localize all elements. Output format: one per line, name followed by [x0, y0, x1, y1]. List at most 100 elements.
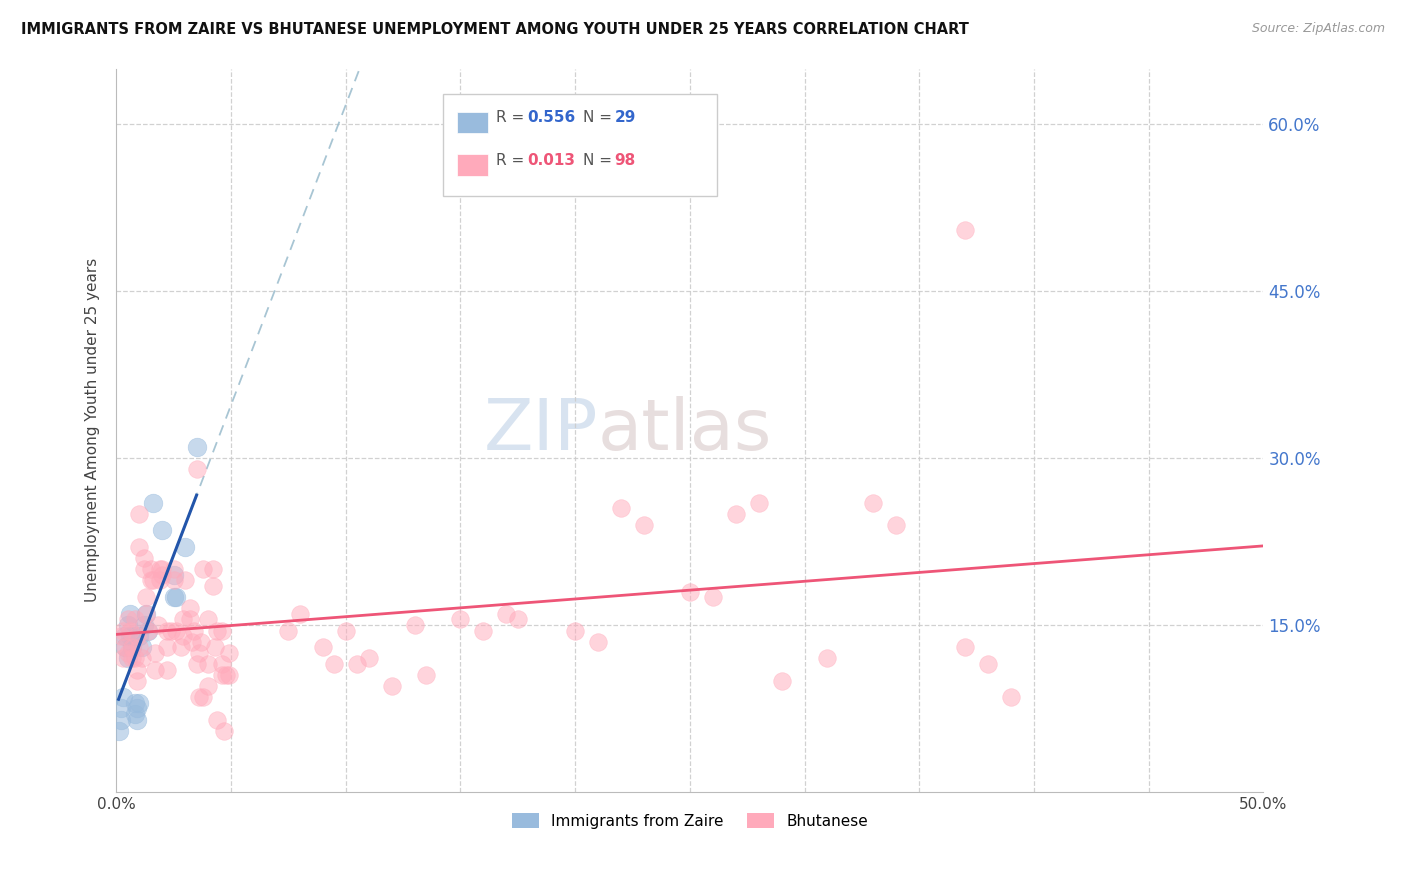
Point: [186, 440, 208, 454]
Legend: Immigrants from Zaire, Bhutanese: Immigrants from Zaire, Bhutanese: [505, 807, 875, 835]
Point: [862, 495, 884, 509]
Point: [124, 707, 146, 722]
Point: [162, 568, 184, 582]
Point: [150, 562, 173, 576]
Point: [357, 651, 380, 665]
Point: [346, 657, 368, 671]
Point: [160, 624, 183, 638]
Point: [564, 624, 586, 638]
Point: [179, 612, 201, 626]
Point: [107, 723, 129, 738]
Point: [884, 517, 907, 532]
Text: 0.556: 0.556: [527, 111, 575, 125]
Point: [128, 640, 150, 655]
Point: [449, 612, 471, 626]
Point: [187, 646, 209, 660]
Point: [953, 640, 976, 655]
Text: IMMIGRANTS FROM ZAIRE VS BHUTANESE UNEMPLOYMENT AMONG YOUTH UNDER 25 YEARS CORRE: IMMIGRANTS FROM ZAIRE VS BHUTANESE UNEMP…: [21, 22, 969, 37]
Point: [139, 562, 162, 576]
Point: [150, 568, 173, 582]
Point: [162, 574, 184, 588]
Text: atlas: atlas: [598, 396, 772, 465]
Point: [156, 640, 179, 655]
Point: [121, 651, 143, 665]
Point: [312, 640, 335, 655]
Point: [162, 590, 184, 604]
Point: [205, 624, 228, 638]
Point: [162, 562, 184, 576]
Point: [187, 690, 209, 705]
Point: [212, 723, 235, 738]
Point: [128, 629, 150, 643]
Point: [211, 668, 233, 682]
Point: [117, 646, 139, 660]
Point: [139, 574, 162, 588]
Point: [143, 663, 166, 677]
Point: [679, 584, 702, 599]
Point: [415, 668, 437, 682]
Point: [404, 618, 426, 632]
Point: [125, 663, 148, 677]
Point: [121, 640, 143, 655]
Point: [1000, 690, 1022, 705]
Point: [156, 663, 179, 677]
Point: [770, 673, 793, 688]
Point: [128, 540, 150, 554]
Point: [131, 640, 153, 655]
Point: [193, 690, 215, 705]
Point: [495, 607, 517, 621]
Point: [380, 679, 402, 693]
Point: [186, 462, 208, 476]
Point: [135, 590, 157, 604]
Point: [174, 574, 197, 588]
Point: [197, 657, 219, 671]
Point: [201, 562, 224, 576]
Point: [702, 590, 724, 604]
Point: [953, 223, 976, 237]
Point: [132, 551, 155, 566]
Point: [193, 562, 215, 576]
Point: [110, 713, 132, 727]
Point: [218, 646, 240, 660]
Point: [190, 634, 212, 648]
Point: [117, 651, 139, 665]
Point: [817, 651, 839, 665]
Point: [112, 624, 135, 638]
Point: [125, 701, 148, 715]
Point: [205, 713, 228, 727]
Point: [165, 590, 187, 604]
Point: [323, 657, 346, 671]
Point: [117, 612, 139, 626]
Point: [135, 607, 157, 621]
Point: [138, 624, 160, 638]
Text: R =: R =: [496, 111, 530, 125]
Point: [172, 629, 194, 643]
Point: [211, 624, 233, 638]
Point: [165, 624, 187, 638]
Point: [124, 612, 146, 626]
Point: [586, 634, 609, 648]
Point: [149, 562, 172, 576]
Text: 0.013: 0.013: [527, 153, 575, 168]
Point: [124, 651, 146, 665]
Text: 98: 98: [614, 153, 636, 168]
Point: [112, 651, 135, 665]
Point: [201, 579, 224, 593]
Point: [125, 673, 148, 688]
Y-axis label: Unemployment Among Youth under 25 years: Unemployment Among Youth under 25 years: [86, 258, 100, 602]
Point: [121, 629, 143, 643]
Point: [128, 507, 150, 521]
Point: [114, 640, 136, 655]
Point: [114, 640, 136, 655]
Point: [724, 507, 747, 521]
Point: [215, 668, 238, 682]
Point: [181, 634, 204, 648]
Text: 29: 29: [614, 111, 636, 125]
Point: [169, 640, 191, 655]
Point: [149, 574, 172, 588]
Point: [138, 624, 160, 638]
Point: [110, 629, 132, 643]
Point: [124, 696, 146, 710]
Point: [183, 624, 205, 638]
Point: [118, 624, 141, 638]
